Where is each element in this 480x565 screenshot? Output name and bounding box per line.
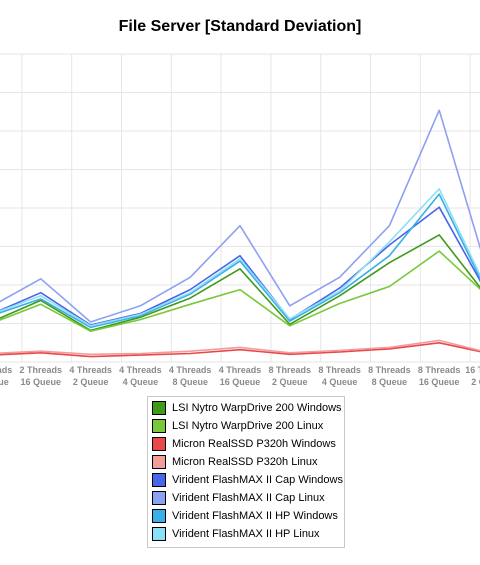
legend-item: Micron RealSSD P320h Windows <box>152 435 338 453</box>
series-line-4 <box>0 339 480 356</box>
legend-label: LSI Nytro WarpDrive 200 Linux <box>172 420 324 432</box>
legend-swatch <box>152 473 166 487</box>
legend-item: Virident FlashMAX II HP Linux <box>152 525 338 543</box>
legend-swatch <box>152 527 166 541</box>
legend-label: Micron RealSSD P320h Linux <box>172 456 318 468</box>
legend-item: Virident FlashMAX II HP Windows <box>152 507 338 525</box>
legend-label: Virident FlashMAX II HP Windows <box>172 510 338 522</box>
series-lines <box>0 109 480 358</box>
x-tick-label: 8 Threads 2 Queue <box>269 365 312 387</box>
legend: LSI Nytro WarpDrive 200 Windows LSI Nytro… <box>147 396 345 548</box>
x-tick-label: 4 Threads 4 Queue <box>119 365 162 387</box>
legend-swatch <box>152 491 166 505</box>
legend-label: LSI Nytro WarpDrive 200 Windows <box>172 402 342 414</box>
legend-label: Virident FlashMAX II HP Linux <box>172 528 320 540</box>
legend-label: Micron RealSSD P320h Windows <box>172 438 336 450</box>
legend-item: Virident FlashMAX II Cap Windows <box>152 471 343 489</box>
chart-title: File Server [Standard Deviation] <box>118 18 362 35</box>
legend-swatch <box>152 401 166 415</box>
legend-label: Virident FlashMAX II Cap Windows <box>172 474 343 486</box>
series-line-1 <box>0 234 480 332</box>
grid <box>0 53 480 363</box>
series-line-5 <box>0 206 480 326</box>
series-line-3 <box>0 341 480 358</box>
x-tick-label: 2 Threads 16 Queue <box>20 365 63 387</box>
x-tick-label: 4 Threads 2 Queue <box>69 365 112 387</box>
x-tick-label: 4 Threads 8 Queue <box>169 365 212 387</box>
x-tick-label: 4 Threads 16 Queue <box>219 365 262 387</box>
x-tick-label: 8 Threads 8 Queue <box>368 365 411 387</box>
legend-swatch <box>152 455 166 469</box>
legend-swatch <box>152 437 166 451</box>
legend-item: Micron RealSSD P320h Linux <box>152 453 338 471</box>
legend-swatch <box>152 419 166 433</box>
legend-item: Virident FlashMAX II Cap Linux <box>152 489 338 507</box>
series-line-8 <box>0 188 480 327</box>
legend-label: Virident FlashMAX II Cap Linux <box>172 492 325 504</box>
series-line-6 <box>0 109 480 323</box>
legend-item: LSI Nytro WarpDrive 200 Linux <box>152 417 338 435</box>
x-tick-label: 8 Threads 16 Queue <box>418 365 461 387</box>
series-line-2 <box>0 250 480 333</box>
series-line-7 <box>0 193 480 329</box>
legend-swatch <box>152 509 166 523</box>
legend-item: LSI Nytro WarpDrive 200 Windows <box>152 399 342 417</box>
x-tick-label: 8 Threads 4 Queue <box>318 365 361 387</box>
